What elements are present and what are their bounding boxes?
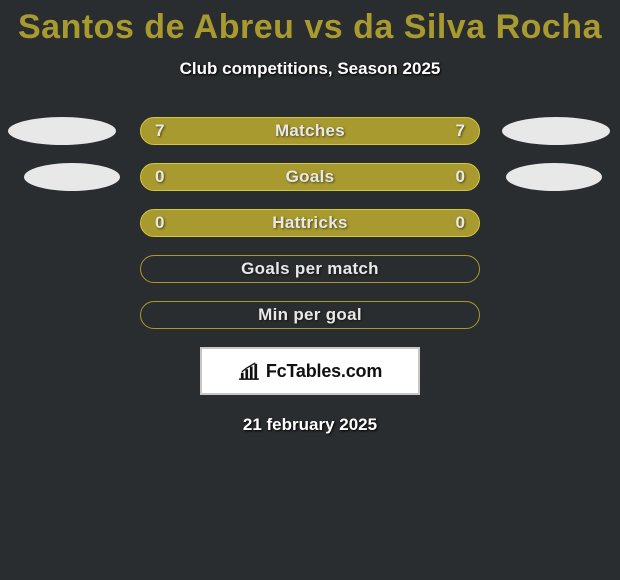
page-title: Santos de Abreu vs da Silva Rocha <box>0 0 620 47</box>
player-marker-left <box>8 117 116 145</box>
page-subtitle: Club competitions, Season 2025 <box>0 59 620 79</box>
stat-row: Min per goal <box>0 301 620 331</box>
stat-label: Goals <box>141 164 479 190</box>
stat-bar: Matches7 7 <box>140 117 480 145</box>
stat-value-left: 7 <box>155 118 164 144</box>
player-marker-right <box>506 163 602 191</box>
stat-row: Goals per match <box>0 255 620 285</box>
barchart-icon <box>238 362 260 380</box>
player-marker-right <box>502 117 610 145</box>
stat-value-left: 0 <box>155 210 164 236</box>
stat-value-right: 0 <box>456 210 465 236</box>
brand-badge: FcTables.com <box>200 347 420 395</box>
stat-row: Goals0 0 <box>0 163 620 193</box>
stat-row: Hattricks0 0 <box>0 209 620 239</box>
stat-bar: Goals0 0 <box>140 163 480 191</box>
stat-bar: Goals per match <box>140 255 480 283</box>
stat-value-right: 0 <box>456 164 465 190</box>
stat-label: Min per goal <box>141 302 479 328</box>
stat-value-right: 7 <box>456 118 465 144</box>
footer-date: 21 february 2025 <box>0 415 620 435</box>
stat-label: Matches <box>141 118 479 144</box>
stat-rows: Matches77Goals00Hattricks00Goals per mat… <box>0 117 620 331</box>
player-marker-left <box>24 163 120 191</box>
comparison-infographic: Santos de Abreu vs da Silva Rocha Club c… <box>0 0 620 580</box>
stat-bar: Min per goal <box>140 301 480 329</box>
stat-label: Hattricks <box>141 210 479 236</box>
brand-text: FcTables.com <box>266 361 382 382</box>
stat-row: Matches7 7 <box>0 117 620 147</box>
stat-bar: Hattricks0 0 <box>140 209 480 237</box>
stat-label: Goals per match <box>141 256 479 282</box>
stat-value-left: 0 <box>155 164 164 190</box>
